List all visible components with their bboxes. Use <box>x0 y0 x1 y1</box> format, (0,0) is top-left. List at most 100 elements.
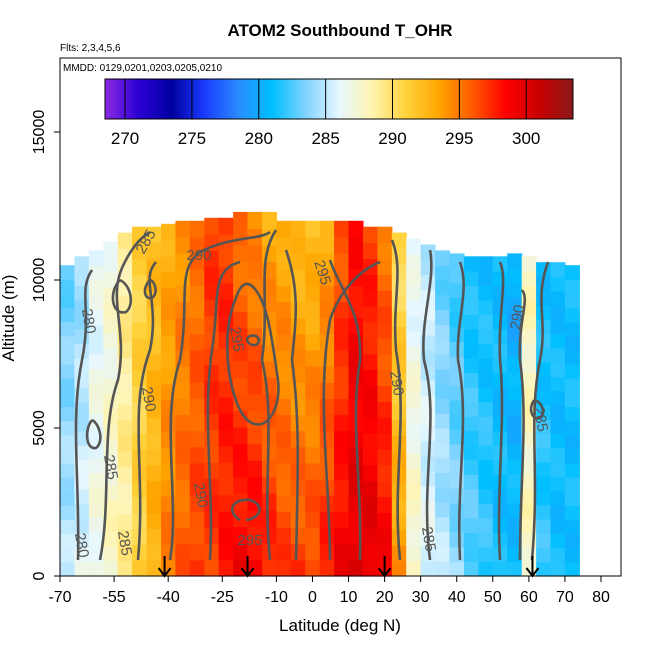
heat-cell <box>146 560 162 577</box>
plot-frame <box>59 57 622 577</box>
colorbar-tick-label: 270 <box>111 129 139 148</box>
heat-cell <box>449 473 465 489</box>
heat-cell <box>175 398 191 416</box>
x-axis-tick-label: 70 <box>556 589 574 606</box>
heat-cell <box>247 360 263 378</box>
heat-cell <box>463 314 479 330</box>
heat-cell <box>521 358 537 374</box>
heat-cell <box>406 315 422 332</box>
heat-cell <box>550 419 566 434</box>
heat-cell <box>290 511 306 529</box>
heat-cell <box>218 478 234 496</box>
heat-cell <box>478 299 494 315</box>
y-axis-tick-label: 5000 <box>31 410 48 446</box>
heat-cell <box>406 376 422 393</box>
heat-cell <box>204 445 220 463</box>
heat-cell <box>146 464 162 482</box>
heat-cell <box>103 515 119 531</box>
heat-cell <box>363 242 378 260</box>
heat-cell <box>363 528 378 545</box>
heat-cell <box>117 451 133 468</box>
heat-cell <box>536 476 552 492</box>
heat-cell <box>305 446 321 464</box>
y-axis-tick-label: 0 <box>31 571 48 580</box>
heat-cell <box>564 505 580 521</box>
heat-cell <box>550 290 566 306</box>
heat-cell <box>262 211 277 229</box>
heat-cell <box>363 369 378 387</box>
heat-cell <box>117 482 133 499</box>
heat-cell <box>161 223 176 241</box>
heat-cell <box>463 416 479 432</box>
heat-cell <box>334 269 350 286</box>
heat-cell <box>103 332 119 349</box>
heat-cell <box>507 414 523 430</box>
heat-cell <box>276 527 292 545</box>
heat-cell <box>88 502 104 518</box>
heat-cell <box>377 512 393 529</box>
heat-cell <box>449 400 465 416</box>
heat-cell <box>478 517 494 533</box>
heat-cell <box>305 382 321 399</box>
heat-cell <box>60 364 75 379</box>
heat-cell <box>536 376 552 392</box>
heat-cell <box>478 546 494 562</box>
colorbar-tick-label: 300 <box>512 129 540 148</box>
heat-cell <box>290 301 306 319</box>
heat-cell <box>363 274 378 291</box>
x-axis-tick-label: 30 <box>412 589 430 606</box>
heat-cell <box>305 430 321 448</box>
heat-cell <box>463 532 479 548</box>
heat-cell <box>363 512 378 529</box>
heat-cell <box>420 425 436 441</box>
heat-cell <box>189 285 205 303</box>
dates-subtitle: MMDD: 0129,0201,0203,0205,0210 <box>63 63 222 74</box>
heat-cell <box>363 464 378 482</box>
heat-cell <box>218 266 234 284</box>
heat-cell <box>536 333 552 349</box>
heat-cell <box>507 458 523 474</box>
heat-cell <box>449 268 465 284</box>
heat-cell <box>88 472 104 488</box>
heat-cell <box>406 391 422 408</box>
heat-cell <box>189 559 205 577</box>
heat-cell <box>377 544 393 561</box>
heat-cell <box>550 476 566 492</box>
heat-cell <box>550 276 566 292</box>
heat-cell <box>492 401 508 417</box>
heat-cell <box>406 284 422 301</box>
heat-cell <box>377 353 393 371</box>
heat-cell <box>463 387 479 403</box>
heat-cell <box>305 236 321 254</box>
heat-cell <box>564 463 580 478</box>
heat-cell <box>247 460 263 478</box>
heat-cell <box>161 463 176 481</box>
heat-cell <box>276 236 292 254</box>
heat-cell <box>305 414 321 432</box>
heat-cell <box>564 491 580 506</box>
heat-cell <box>60 547 75 563</box>
heat-cell <box>276 220 292 238</box>
heat-cell <box>521 430 537 446</box>
heat-cell <box>146 385 162 402</box>
heat-cell <box>146 433 162 450</box>
heat-cell <box>132 560 148 577</box>
heat-cell <box>435 413 451 429</box>
heat-cell <box>319 366 335 383</box>
heat-cell <box>305 479 321 496</box>
heat-cell <box>88 531 104 547</box>
heat-cell <box>247 261 263 279</box>
heat-cell <box>146 369 162 387</box>
heat-cell <box>334 350 350 367</box>
x-axis-tick-label: 50 <box>484 589 502 606</box>
heat-cell <box>60 378 75 393</box>
heat-cell <box>406 514 422 531</box>
heat-cell <box>550 490 566 506</box>
heat-cell <box>146 449 162 466</box>
heat-cell <box>334 463 350 480</box>
heat-cell <box>218 510 234 528</box>
heat-cell <box>319 382 335 399</box>
heat-cell <box>377 385 393 402</box>
heat-cell <box>363 449 378 466</box>
heat-cell <box>391 513 407 530</box>
